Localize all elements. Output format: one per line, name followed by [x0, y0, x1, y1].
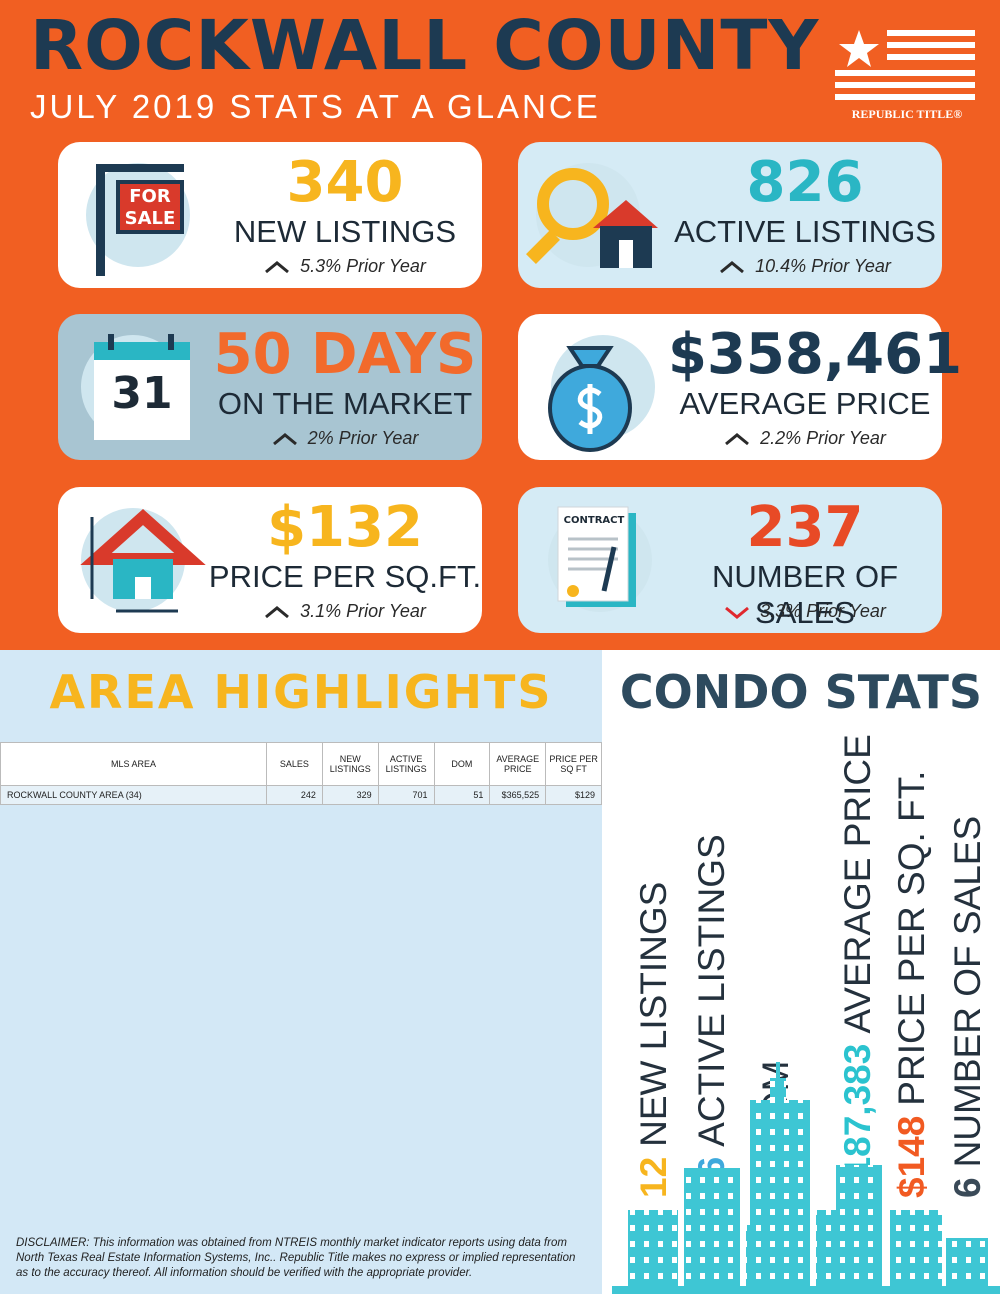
- icon-shape: [593, 200, 658, 228]
- area-table: MLS AREA SALES NEW LISTINGS ACTIVE LISTINGS…: [0, 742, 602, 805]
- icon-shape: [566, 346, 614, 368]
- icon-text: CONTRACT: [564, 515, 625, 526]
- change-arrow: [725, 607, 750, 620]
- column-header: AVERAGE PRICE: [489, 742, 547, 786]
- card-icon: CONTRACT: [548, 506, 652, 612]
- card-icon: [526, 163, 658, 268]
- icon-shape: [96, 164, 105, 276]
- icon-shape: [108, 334, 114, 350]
- icon-shape: [619, 240, 633, 268]
- table-cell: 51: [433, 785, 491, 805]
- stat-change: 2.2% Prior Year: [668, 428, 942, 449]
- arrow-shape: [265, 261, 290, 274]
- stat-value: 340: [286, 150, 404, 215]
- stat-card: 31 50 DAYS ON THE MARKET 2% Prior Year: [58, 314, 482, 460]
- stat-card: 826 ACTIVE LISTINGS 10.4% Prior Year: [518, 142, 942, 288]
- icon-text: FOR: [129, 186, 171, 207]
- condo-label: AVERAGE PRICE: [837, 734, 878, 1034]
- subtitle: JULY 2019 STATS AT A GLANCE: [30, 88, 601, 125]
- card-icon: [80, 508, 206, 613]
- condo-title: CONDO STATS: [619, 665, 983, 719]
- icon-shape: [96, 164, 184, 172]
- icon-shape: [567, 585, 579, 597]
- disclaimer: DISCLAIMER: This information was obtaine…: [16, 1237, 576, 1279]
- column-header: MLS AREA: [0, 742, 268, 786]
- change-arrow: [272, 433, 297, 446]
- icon-text: 31: [111, 368, 172, 419]
- change-arrow: [265, 261, 290, 274]
- stat-label: AVERAGE PRICE: [679, 386, 931, 421]
- icon-shape: [568, 537, 618, 571]
- change-text: 3.1% Prior Year: [300, 601, 426, 621]
- stat-change: 10.4% Prior Year: [668, 256, 942, 277]
- column-header: ACTIVE LISTINGS: [377, 742, 435, 786]
- stat-card: CONTRACT 237 NUMBER OF SALES 3.3% Prior Yea…: [518, 487, 942, 633]
- stat-label: ON THE MARKET: [217, 386, 473, 421]
- table-cell: $129: [545, 785, 602, 805]
- change-text: 3.3% Prior Year: [760, 601, 886, 621]
- stat-value: 237: [746, 495, 864, 560]
- stat-value: $358,461: [668, 322, 963, 387]
- table-cell: 329: [321, 785, 379, 805]
- icon-text: SALE: [125, 208, 176, 229]
- icon-shape: [94, 348, 190, 440]
- icon-shape: [168, 334, 174, 350]
- stat-label: NEW LISTINGS: [233, 214, 457, 249]
- icon-shape: [557, 506, 629, 602]
- condo-label: PRICE PER SQ. FT.: [891, 770, 932, 1106]
- change-text: 5.3% Prior Year: [300, 256, 426, 276]
- column-header: PRICE PER SQ FT: [545, 742, 602, 786]
- table-cell: ROCKWALL COUNTY AREA (34): [0, 785, 268, 805]
- stat-label: PRICE PER SQ.FT.: [208, 559, 482, 594]
- stat-card: $132 PRICE PER SQ.FT. 3.1% Prior Year: [58, 487, 482, 633]
- icon-shape: [526, 230, 560, 264]
- icon-shape: [90, 517, 178, 613]
- column-header: SALES: [266, 742, 323, 786]
- change-arrow: [720, 261, 745, 274]
- icon-shape: [568, 537, 618, 571]
- column-header: DOM: [433, 742, 491, 786]
- stat-label: NUMBER OF SALES: [712, 559, 898, 630]
- stat-card: FOR SALE 340 NEW LISTINGS 5.3% Prior Year: [58, 142, 482, 288]
- change-text: 2.2% Prior Year: [760, 428, 886, 448]
- stat-change: 5.3% Prior Year: [208, 256, 482, 277]
- area-title: AREA HIGHLIGHTS: [49, 665, 553, 719]
- change-text: 2% Prior Year: [307, 428, 419, 448]
- arrow-shape: [725, 607, 750, 620]
- stat-label: ACTIVE LISTINGS: [674, 214, 936, 249]
- arrow-shape: [720, 261, 745, 274]
- arrow-shape: [265, 606, 290, 619]
- arrow-shape: [725, 433, 750, 446]
- icon-shape: [577, 384, 603, 434]
- stat-value: $132: [267, 495, 423, 560]
- arrow-shape: [272, 433, 297, 446]
- title: ROCKWALL COUNTY: [30, 6, 820, 86]
- stat-change: 3.1% Prior Year: [208, 601, 482, 622]
- stat-card: $358,461 AVERAGE PRICE 2.2% Prior Year: [518, 314, 963, 460]
- icon-shape: [537, 168, 609, 240]
- card-icon: [548, 335, 655, 452]
- change-text: 10.4% Prior Year: [755, 256, 891, 276]
- logo: REPUBLIC TITLE®: [835, 30, 975, 121]
- column-header: NEW LISTINGS: [321, 742, 379, 786]
- card-icon: 31: [81, 334, 190, 440]
- icon-shape: [601, 546, 617, 592]
- skyline: [612, 1062, 1000, 1294]
- stat-value: 50 DAYS: [213, 322, 477, 387]
- icon-shape: [135, 577, 151, 599]
- logo-text: REPUBLIC TITLE®: [852, 107, 962, 121]
- icon-shape: [116, 180, 184, 234]
- table-cell: $365,525: [489, 785, 547, 805]
- stat-value: 826: [746, 150, 864, 215]
- change-arrow: [265, 606, 290, 619]
- stat-change: 2% Prior Year: [208, 428, 482, 449]
- table-cell: 242: [266, 785, 323, 805]
- change-arrow: [725, 433, 750, 446]
- stat-change: 3.3% Prior Year: [668, 601, 942, 622]
- table-cell: 701: [377, 785, 435, 805]
- icon-shape: [94, 342, 190, 360]
